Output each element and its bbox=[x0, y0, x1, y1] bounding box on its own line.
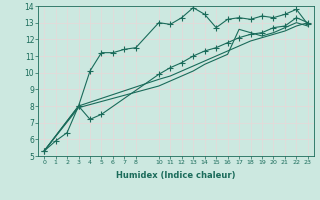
X-axis label: Humidex (Indice chaleur): Humidex (Indice chaleur) bbox=[116, 171, 236, 180]
